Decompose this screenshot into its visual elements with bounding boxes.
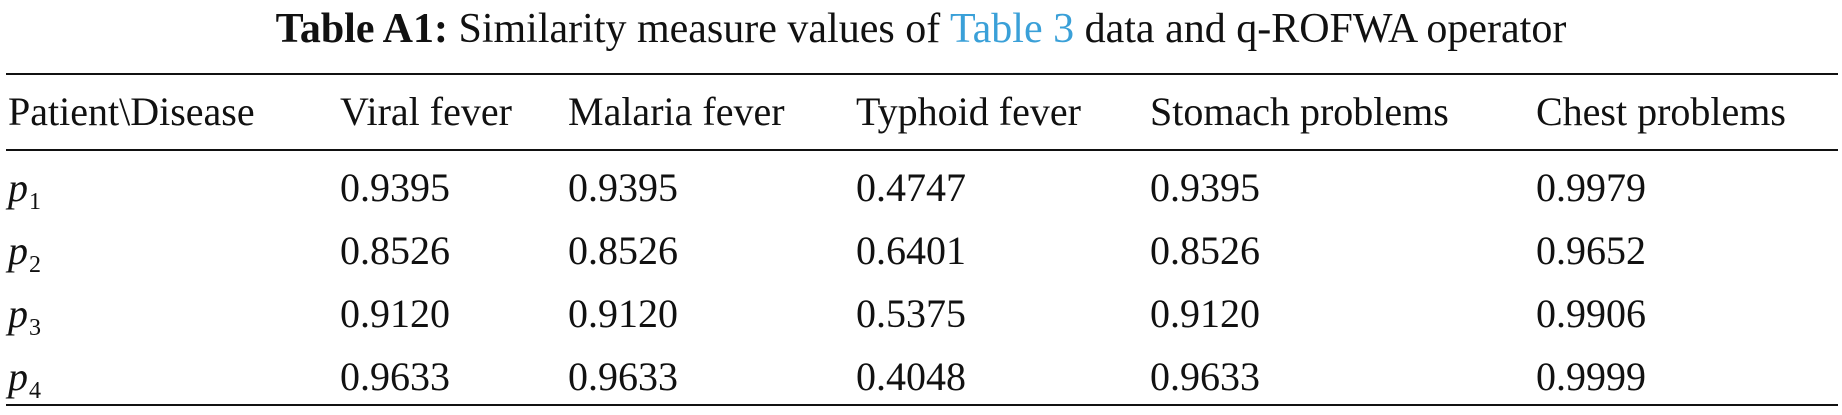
table-cell: 0.9120 <box>1150 291 1260 336</box>
table-cell: 0.4048 <box>856 354 966 399</box>
table-cell: 0.9906 <box>1536 291 1646 336</box>
caption-label: Table A1: <box>275 6 448 52</box>
table-3-link[interactable]: Table 3 <box>949 6 1075 52</box>
table-cell: 0.8526 <box>568 228 678 273</box>
caption-text-after: data and q-ROFWA operator <box>1074 6 1567 52</box>
table-cell: 0.9395 <box>568 165 678 210</box>
table-cell: 0.9979 <box>1536 165 1646 210</box>
header-typhoid-fever: Typhoid fever <box>856 89 1081 134</box>
table-top-rule <box>6 73 1838 75</box>
table-cell: 0.4747 <box>856 165 966 210</box>
patient-label: p3 <box>8 291 41 341</box>
caption-text-before: Similarity measure values of <box>447 6 950 52</box>
table-cell: 0.5375 <box>856 291 966 336</box>
header-viral-fever: Viral fever <box>340 89 512 134</box>
table-header-rule <box>6 149 1838 151</box>
table-cell: 0.9652 <box>1536 228 1646 273</box>
table-cell: 0.9633 <box>568 354 678 399</box>
table-cell: 0.9395 <box>340 165 450 210</box>
table-bottom-rule <box>6 404 1838 406</box>
header-patient-disease: Patient\Disease <box>8 89 255 134</box>
table-cell: 0.9120 <box>568 291 678 336</box>
header-stomach-problems: Stomach problems <box>1150 89 1449 134</box>
table-caption: Table A1: Similarity measure values of T… <box>0 4 1842 54</box>
table-cell: 0.6401 <box>856 228 966 273</box>
table-cell: 0.9395 <box>1150 165 1260 210</box>
table-cell: 0.9999 <box>1536 354 1646 399</box>
patient-label: p4 <box>8 354 41 404</box>
table-cell: 0.8526 <box>1150 228 1260 273</box>
table-cell: 0.9633 <box>1150 354 1260 399</box>
patient-label: p1 <box>8 165 41 215</box>
table-cell: 0.9633 <box>340 354 450 399</box>
table-cell: 0.8526 <box>340 228 450 273</box>
header-malaria-fever: Malaria fever <box>568 89 785 134</box>
patient-label: p2 <box>8 228 41 278</box>
table-cell: 0.9120 <box>340 291 450 336</box>
header-chest-problems: Chest problems <box>1536 89 1786 134</box>
